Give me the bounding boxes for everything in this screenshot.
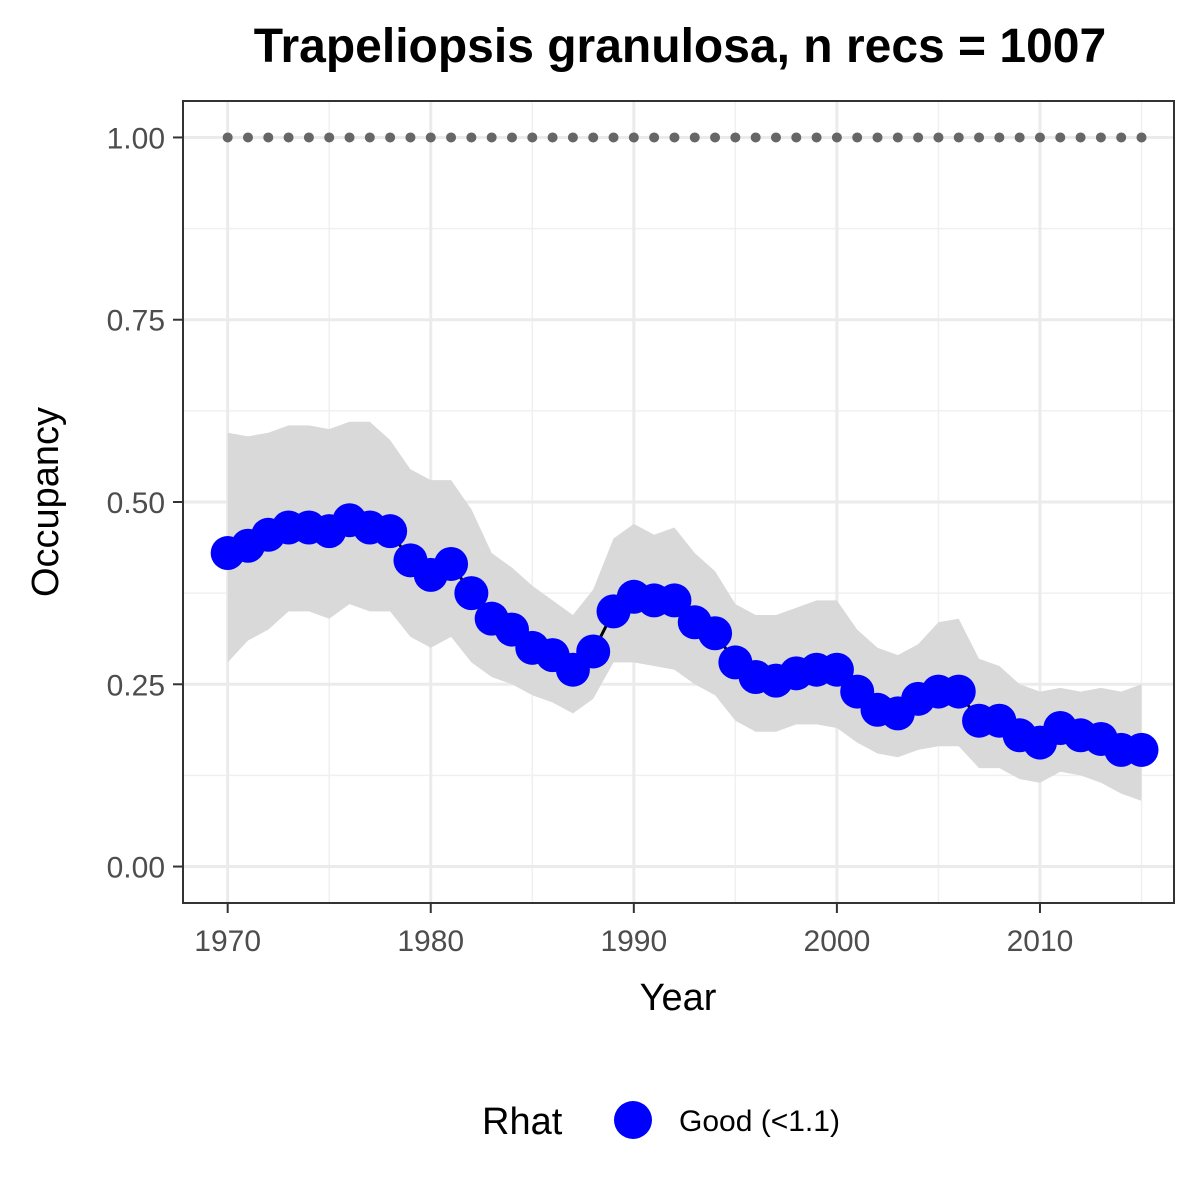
x-axis-ticks: 1970 1980 1990 2000 2010 bbox=[194, 903, 1073, 958]
x-axis-title: Year bbox=[640, 977, 717, 1019]
data-point bbox=[373, 514, 408, 549]
y-tick-label: 0.75 bbox=[107, 305, 165, 338]
reference-dot bbox=[831, 132, 842, 143]
reference-dot bbox=[1014, 132, 1025, 143]
reference-dot bbox=[222, 132, 233, 143]
reference-dot bbox=[770, 132, 781, 143]
reference-dot bbox=[283, 132, 294, 143]
y-axis-ticks: 0.00 0.25 0.50 0.75 1.00 bbox=[107, 122, 183, 885]
reference-dot bbox=[852, 132, 863, 143]
reference-dot bbox=[811, 132, 822, 143]
reference-dot bbox=[689, 132, 700, 143]
data-point bbox=[657, 583, 692, 618]
reference-dot bbox=[628, 132, 639, 143]
reference-dot bbox=[953, 132, 964, 143]
reference-dot bbox=[425, 132, 436, 143]
data-point bbox=[1124, 732, 1159, 767]
legend-title: Rhat bbox=[482, 1101, 563, 1143]
reference-dot bbox=[730, 132, 741, 143]
reference-dot bbox=[913, 132, 924, 143]
x-tick-label: 2010 bbox=[1007, 925, 1074, 958]
reference-dot bbox=[1055, 132, 1066, 143]
reference-dot bbox=[669, 132, 680, 143]
reference-dot bbox=[385, 132, 396, 143]
reference-dot bbox=[750, 132, 761, 143]
reference-dot bbox=[872, 132, 883, 143]
reference-dot bbox=[892, 132, 903, 143]
y-tick-label: 0.50 bbox=[107, 487, 165, 520]
reference-dot bbox=[567, 132, 578, 143]
reference-dot bbox=[263, 132, 274, 143]
reference-dot bbox=[649, 132, 660, 143]
data-point bbox=[819, 652, 854, 687]
reference-dot bbox=[1136, 132, 1147, 143]
y-tick-label: 0.00 bbox=[107, 852, 165, 885]
data-point bbox=[576, 634, 611, 669]
x-tick-label: 1990 bbox=[600, 925, 667, 958]
reference-dot bbox=[588, 132, 599, 143]
data-point bbox=[454, 576, 489, 611]
reference-dot bbox=[933, 132, 944, 143]
x-tick-label: 1970 bbox=[194, 925, 261, 958]
reference-dot bbox=[608, 132, 619, 143]
reference-line-layer bbox=[222, 132, 1147, 143]
reference-dot bbox=[1034, 132, 1045, 143]
reference-dot bbox=[324, 132, 335, 143]
reference-dot bbox=[242, 132, 253, 143]
legend-entry-label: Good (<1.1) bbox=[679, 1105, 840, 1138]
chart-title: Trapeliopsis granulosa, n recs = 1007 bbox=[254, 20, 1106, 73]
reference-dot bbox=[527, 132, 538, 143]
reference-dot bbox=[344, 132, 355, 143]
reference-dot bbox=[547, 132, 558, 143]
y-axis-title: Occupancy bbox=[25, 407, 67, 597]
data-point bbox=[941, 674, 976, 709]
legend: Rhat Good (<1.1) bbox=[482, 1101, 840, 1143]
reference-dot bbox=[791, 132, 802, 143]
y-tick-label: 1.00 bbox=[107, 122, 165, 155]
reference-dot bbox=[994, 132, 1005, 143]
y-tick-label: 0.25 bbox=[107, 669, 165, 702]
reference-dot bbox=[1095, 132, 1106, 143]
reference-dot bbox=[446, 132, 457, 143]
data-point bbox=[434, 546, 469, 581]
reference-dot bbox=[974, 132, 985, 143]
reference-dot bbox=[506, 132, 517, 143]
reference-dot bbox=[1075, 132, 1086, 143]
reference-dot bbox=[364, 132, 375, 143]
legend-key-point bbox=[614, 1101, 652, 1139]
x-tick-label: 1980 bbox=[397, 925, 464, 958]
reference-dot bbox=[486, 132, 497, 143]
data-point bbox=[698, 616, 733, 651]
occupancy-points bbox=[210, 503, 1159, 767]
x-tick-label: 2000 bbox=[804, 925, 871, 958]
reference-dot bbox=[466, 132, 477, 143]
reference-dot bbox=[405, 132, 416, 143]
reference-dot bbox=[303, 132, 314, 143]
reference-dot bbox=[710, 132, 721, 143]
reference-dot bbox=[1116, 132, 1127, 143]
